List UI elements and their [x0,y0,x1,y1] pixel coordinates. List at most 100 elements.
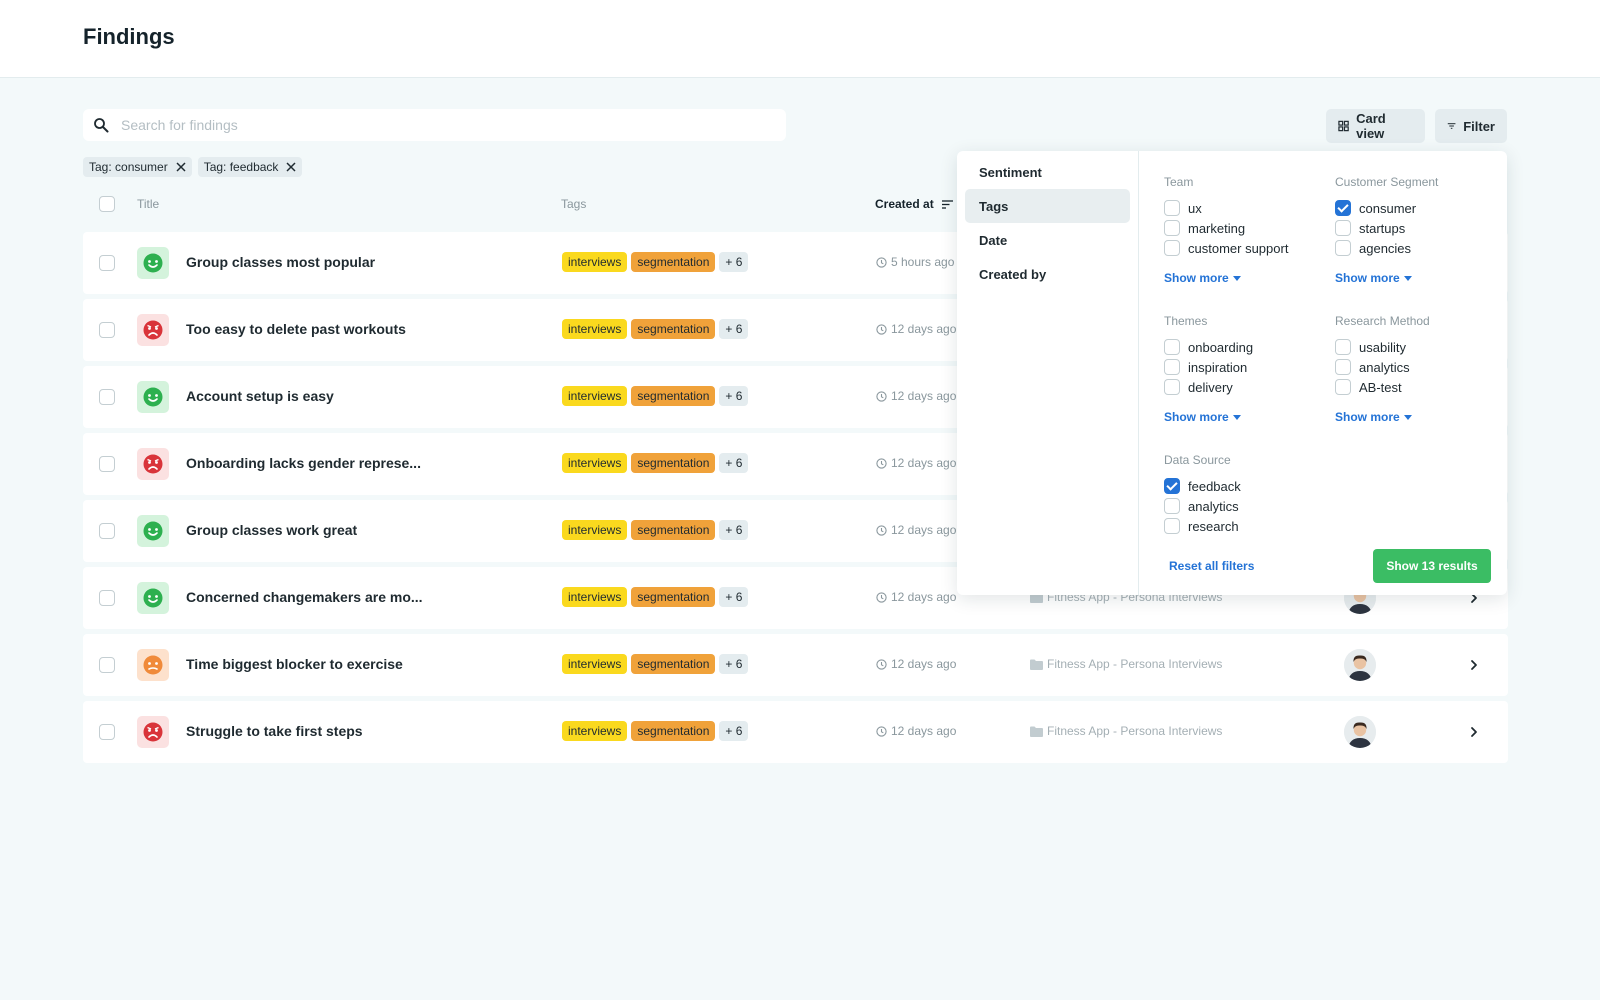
column-title[interactable]: Title [137,197,160,211]
more-tags-badge[interactable]: + 6 [719,587,749,607]
search-input[interactable] [121,117,761,133]
tag[interactable]: segmentation [631,453,716,473]
project-link[interactable]: Fitness App - Persona Interviews [1030,657,1222,671]
show-more-button[interactable]: Show more [1164,410,1253,424]
row-checkbox[interactable] [99,657,115,673]
show-results-button[interactable]: Show 13 results [1373,549,1491,583]
tag[interactable]: interviews [562,453,628,473]
table-row[interactable]: Struggle to take first steps interviews se… [83,701,1508,763]
row-checkbox[interactable] [99,523,115,539]
tag[interactable]: segmentation [631,386,716,406]
sort-icon[interactable] [941,199,953,209]
filter-option[interactable]: delivery [1164,377,1253,397]
tag[interactable]: interviews [562,252,628,272]
finding-title: Struggle to take first steps [186,723,363,739]
close-icon[interactable] [286,162,296,172]
tag[interactable]: interviews [562,386,628,406]
tag[interactable]: segmentation [631,654,716,674]
filter-checkbox[interactable] [1335,200,1351,216]
filter-option[interactable]: customer support [1164,238,1288,258]
avatar[interactable] [1344,716,1376,748]
chevron-right-icon[interactable] [1469,591,1479,605]
more-tags-badge[interactable]: + 6 [719,386,749,406]
tag[interactable]: segmentation [631,520,716,540]
tag[interactable]: interviews [562,319,628,339]
filter-checkbox[interactable] [1335,220,1351,236]
filter-option[interactable]: agencies [1335,238,1438,258]
show-more-button[interactable]: Show more [1335,410,1430,424]
filter-checkbox[interactable] [1164,359,1180,375]
sentiment-badge [137,448,169,480]
filter-checkbox[interactable] [1164,498,1180,514]
filter-option[interactable]: analytics [1164,496,1241,516]
more-tags-badge[interactable]: + 6 [719,721,749,741]
tag[interactable]: segmentation [631,721,716,741]
show-more-label: Show more [1335,271,1400,285]
row-checkbox[interactable] [99,389,115,405]
filter-category-created-by[interactable]: Created by [965,257,1130,291]
show-more-button[interactable]: Show more [1335,271,1438,285]
close-icon[interactable] [176,162,186,172]
filter-option[interactable]: consumer [1335,198,1438,218]
filter-option-label: analytics [1359,359,1410,375]
more-tags-badge[interactable]: + 6 [719,252,749,272]
avatar[interactable] [1344,649,1376,681]
row-checkbox[interactable] [99,590,115,606]
filter-option[interactable]: feedback [1164,476,1241,496]
chevron-right-icon[interactable] [1469,725,1479,739]
filter-option[interactable]: analytics [1335,357,1430,377]
filter-option-label: marketing [1188,220,1246,236]
created-at: 12 days ago [876,523,956,537]
chevron-right-icon[interactable] [1469,658,1479,672]
filter-button[interactable]: Filter [1435,109,1507,143]
filter-checkbox[interactable] [1335,359,1351,375]
search-bar[interactable] [83,109,786,141]
row-checkbox[interactable] [99,724,115,740]
filter-checkbox[interactable] [1164,339,1180,355]
filter-option[interactable]: onboarding [1164,337,1253,357]
filter-checkbox[interactable] [1164,200,1180,216]
filter-checkbox[interactable] [1164,240,1180,256]
tag[interactable]: segmentation [631,252,716,272]
more-tags-badge[interactable]: + 6 [719,520,749,540]
created-at: 12 days ago [876,322,956,336]
filter-category-sentiment[interactable]: Sentiment [965,155,1130,189]
filter-checkbox[interactable] [1335,379,1351,395]
row-checkbox[interactable] [99,322,115,338]
more-tags-badge[interactable]: + 6 [719,319,749,339]
filter-checkbox[interactable] [1335,339,1351,355]
filter-checkbox[interactable] [1164,379,1180,395]
filter-option[interactable]: inspiration [1164,357,1253,377]
reset-filters-button[interactable]: Reset all filters [1169,559,1255,573]
filter-option[interactable]: marketing [1164,218,1288,238]
caret-down-icon [1232,275,1241,281]
filter-checkbox[interactable] [1164,478,1180,494]
filter-checkbox[interactable] [1335,240,1351,256]
tag[interactable]: interviews [562,654,628,674]
filter-category-date[interactable]: Date [965,223,1130,257]
more-tags-badge[interactable]: + 6 [719,654,749,674]
more-tags-badge[interactable]: + 6 [719,453,749,473]
filter-option[interactable]: usability [1335,337,1430,357]
select-all-checkbox[interactable] [99,196,115,212]
row-checkbox[interactable] [99,456,115,472]
project-link[interactable]: Fitness App - Persona Interviews [1030,724,1222,738]
filter-option[interactable]: ux [1164,198,1288,218]
filter-option[interactable]: startups [1335,218,1438,238]
tag[interactable]: interviews [562,721,628,741]
tag[interactable]: segmentation [631,587,716,607]
filter-option[interactable]: research [1164,516,1241,536]
tag[interactable]: interviews [562,520,628,540]
card-view-button[interactable]: Card view [1326,109,1425,143]
row-checkbox[interactable] [99,255,115,271]
filter-checkbox[interactable] [1164,220,1180,236]
filter-category-tags[interactable]: Tags [965,189,1130,223]
column-created-at[interactable]: Created at [875,197,953,211]
filter-checkbox[interactable] [1164,518,1180,534]
tag[interactable]: segmentation [631,319,716,339]
filter-option[interactable]: AB-test [1335,377,1430,397]
table-row[interactable]: Time biggest blocker to exercise intervie… [83,634,1508,696]
show-more-button[interactable]: Show more [1164,271,1288,285]
tag[interactable]: interviews [562,587,628,607]
column-tags[interactable]: Tags [561,197,587,211]
